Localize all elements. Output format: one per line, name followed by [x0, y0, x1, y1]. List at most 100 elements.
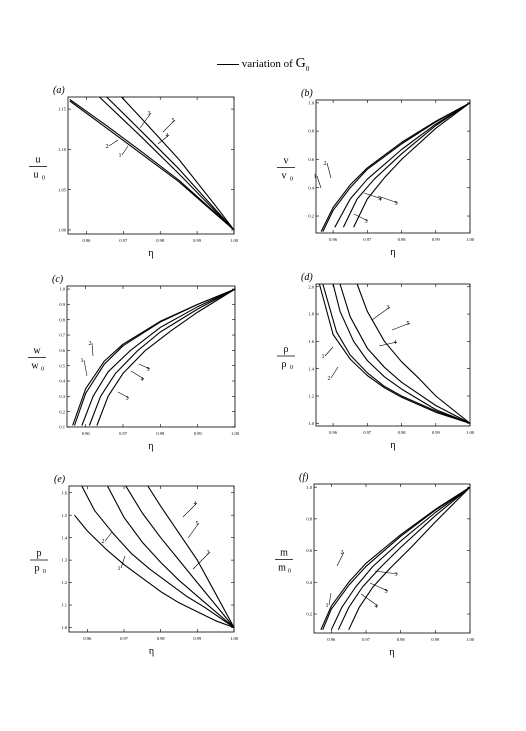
y-tick-label: 1.6: [308, 339, 314, 344]
y-axis-label-numerator: w: [33, 346, 41, 357]
y-axis-label-numerator: v: [284, 156, 289, 167]
series-curve-1: [320, 486, 471, 631]
annotation-label: 5: [407, 321, 410, 327]
annotation-leader: [360, 593, 379, 607]
plot-frame: [66, 285, 236, 428]
legend-line-sample: [216, 64, 239, 65]
y-tick-label: 1.10: [58, 147, 67, 152]
x-tick-label: 0.98: [156, 238, 165, 243]
annotation-leader: [326, 162, 332, 179]
panel-letter: (d): [301, 272, 313, 283]
y-tick-label: 0.8: [59, 317, 65, 322]
annotation-label: 2: [102, 539, 105, 545]
y-tick-label: 1.1: [61, 603, 67, 608]
series-curve-5: [96, 288, 236, 426]
series-curve-1: [69, 100, 235, 231]
x-tick-label: 0.98: [157, 636, 166, 641]
plot-frame: [67, 96, 235, 235]
series-curve-2: [322, 486, 471, 631]
series-curve-2: [73, 288, 236, 426]
y-tick-label: 0.5: [59, 363, 65, 368]
x-tick-label: 0.98: [156, 431, 165, 436]
y-tick-label: 1.0: [308, 421, 314, 426]
x-tick-label: 0.98: [398, 430, 407, 435]
y-tick-label: 2.0: [308, 284, 314, 289]
annotation-label: 3: [126, 396, 129, 402]
annotation-label: 3: [365, 219, 368, 225]
x-tick-label: 0.96: [83, 238, 92, 243]
x-tick-label: 0.96: [329, 430, 338, 435]
annotation-label: 4: [166, 133, 169, 139]
annotation-label: 3: [207, 550, 210, 556]
series-curve-4: [121, 96, 235, 231]
series-curve-5: [348, 486, 471, 631]
annotation-label: 5: [196, 521, 199, 527]
x-tick-label: 0.96: [83, 636, 92, 641]
y-tick-label: 0.8: [306, 516, 312, 521]
annotation-leader: [182, 502, 198, 518]
series-curve-2: [81, 485, 235, 628]
panel-letter: (e): [54, 474, 66, 485]
panel-letter: (b): [301, 88, 313, 99]
annotation-label: 5: [147, 367, 150, 373]
y-axis-label-denominator: w: [31, 361, 39, 372]
y-axis-label-subscript: 0: [288, 569, 291, 575]
y-tick-label: 1.3: [61, 558, 67, 563]
y-tick-label: 1.2: [61, 580, 67, 585]
y-tick-label: 0.2: [59, 409, 65, 414]
figure-caption: variation of G0: [0, 56, 526, 73]
x-tick-label: 0.97: [120, 636, 129, 641]
series-curve-3: [107, 485, 235, 628]
annotation-leader: [121, 145, 129, 156]
x-tick-label: 0.97: [119, 238, 128, 243]
plot-frame: [68, 485, 235, 633]
x-tick-label: 0.99: [432, 237, 441, 242]
y-tick-label: 0.2: [306, 612, 312, 617]
annotation-leader: [336, 551, 345, 567]
y-tick-label: 0.6: [306, 548, 312, 553]
annotation-leader: [391, 322, 411, 331]
panel-letter: (f): [299, 472, 309, 483]
x-tick-label: 0.97: [119, 431, 128, 436]
y-tick-label: 0.4: [306, 580, 312, 585]
series-curve-4: [342, 102, 471, 228]
x-tick-label: 0.96: [327, 637, 336, 642]
x-tick-label: 1.00: [466, 430, 475, 435]
annotation-leader: [104, 531, 113, 542]
y-tick-label: 0.7: [59, 333, 65, 338]
annotation-leader: [378, 341, 398, 347]
series-curve-4: [339, 283, 471, 424]
y-tick-label: 0.9: [59, 302, 65, 307]
annotation-label: 5: [395, 201, 398, 207]
y-axis-label-numerator: p: [37, 548, 42, 559]
x-tick-label: 0.99: [432, 430, 441, 435]
chart-panel: (f) 0.96 0.97 0.98 0.99 1.00 0.2 0.4 0.6 0.8 1.0 η m…: [275, 472, 475, 658]
y-tick-label: 1.4: [308, 366, 314, 371]
caption-symbol-subscript: 0: [305, 64, 310, 73]
y-tick-label: 0.6: [308, 157, 314, 162]
x-axis-label: η: [390, 247, 395, 258]
x-tick-label: 0.99: [193, 238, 202, 243]
annotation-leader: [162, 119, 176, 133]
annotation-leader: [363, 192, 383, 200]
annotation-label: 4: [194, 501, 197, 507]
series-curve-1: [74, 514, 235, 629]
y-axis-label-subscript: 0: [43, 569, 46, 575]
series-curve-4: [88, 288, 236, 426]
annotation-label: 4: [394, 340, 397, 346]
y-axis-label-numerator: m: [280, 548, 288, 559]
chart-panel: (a) 0.96 0.97 0.98 0.99 1.00 1.00 1.05 1.10 1.15 η…: [29, 85, 239, 259]
y-axis-label-numerator: u: [36, 155, 41, 166]
y-tick-label: 0.8: [308, 129, 314, 134]
x-tick-label: 1.00: [466, 237, 475, 242]
y-tick-label: 1.0: [306, 485, 312, 490]
y-axis-label-subscript: 0: [41, 367, 44, 373]
annotation-leader: [369, 582, 389, 592]
annotation-leader: [187, 522, 200, 539]
series-curve-3: [334, 102, 471, 228]
x-tick-label: 0.99: [431, 637, 440, 642]
x-tick-label: 1.00: [230, 238, 239, 243]
annotation-leader: [139, 112, 152, 129]
y-tick-label: 0.1: [59, 425, 65, 430]
series-curve-3: [330, 486, 471, 631]
